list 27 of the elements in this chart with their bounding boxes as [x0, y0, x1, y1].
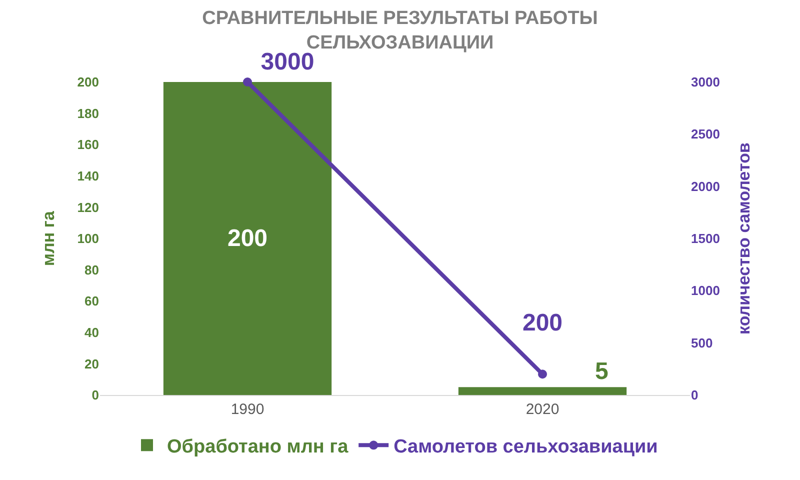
y-tick-label: 60: [84, 294, 99, 309]
y-tick-label: 20: [84, 356, 99, 372]
y-tick-label: 0: [92, 388, 99, 403]
y2-axis-title: количество самолетов: [734, 142, 754, 334]
x-tick-label: 2020: [526, 401, 560, 418]
y-tick-label: 160: [77, 137, 99, 152]
y-tick-label: 80: [84, 262, 99, 278]
y2-tick-label: 2500: [691, 126, 720, 142]
legend-label: Самолетов сельхозавиации: [394, 436, 658, 458]
y2-tick-label: 1500: [691, 231, 720, 246]
y-axis-title: млн га: [38, 210, 58, 266]
y2-tick-label: 1000: [691, 283, 720, 298]
y-tick-label: 200: [77, 74, 99, 90]
y2-tick-label: 500: [691, 335, 713, 350]
y2-tick-label: 3000: [691, 74, 720, 90]
y-tick-label: 120: [77, 200, 99, 215]
y-tick-label: 100: [77, 231, 99, 246]
y-tick-label: 140: [77, 168, 99, 184]
y-tick-label: 180: [77, 106, 99, 121]
data-label: 5: [595, 358, 608, 385]
data-label: 200: [227, 225, 268, 252]
y2-tick-label: 0: [691, 388, 698, 403]
y-tick-label: 40: [84, 324, 99, 340]
legend-label: Обработано млн га: [167, 436, 349, 458]
y2-tick-label: 2000: [691, 178, 720, 194]
x-tick-label: 1990: [230, 401, 264, 418]
data-label: 200: [522, 309, 563, 336]
